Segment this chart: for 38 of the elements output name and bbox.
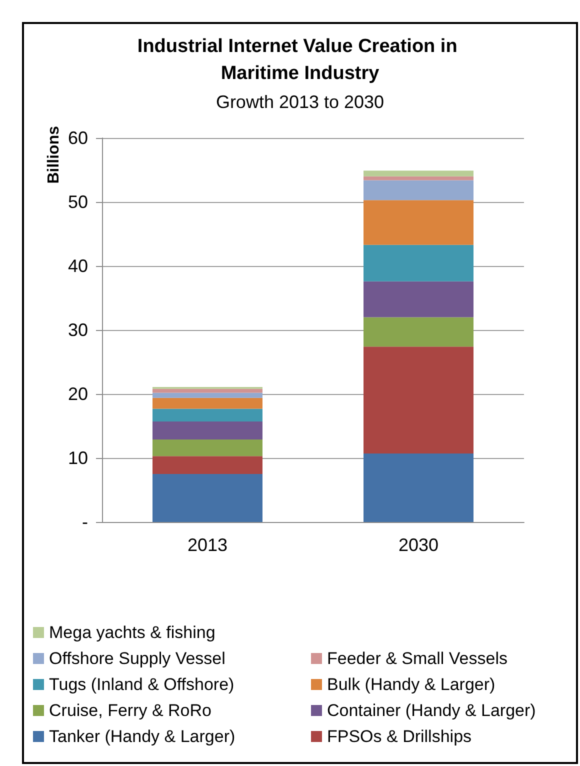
- bar: [364, 281, 474, 318]
- legend-label: Feeder & Small Vessels: [327, 649, 508, 668]
- bar: [152, 408, 262, 422]
- bar: [152, 388, 262, 393]
- legend-label: Cruise, Ferry & RoRo: [49, 701, 212, 720]
- bar: [152, 422, 262, 440]
- bar: [152, 439, 262, 456]
- bar: [364, 346, 474, 454]
- x-tick-label: 2030: [398, 535, 439, 555]
- bar: [364, 244, 474, 282]
- legend-label: Offshore Supply Vessel: [49, 649, 226, 668]
- bar: [152, 456, 262, 474]
- legend-label: Container (Handy & Larger): [327, 701, 536, 720]
- bar: [152, 474, 262, 522]
- y-tick-label: 30: [68, 320, 88, 340]
- y-axis-title: Billions: [46, 126, 62, 184]
- y-tick-label: 50: [68, 192, 88, 212]
- legend-label: FPSOs & Drillships: [327, 727, 472, 746]
- bar: [364, 317, 474, 347]
- legend-label: Bulk (Handy & Larger): [327, 675, 496, 694]
- chart-subtitle: Growth 2013 to 2030: [216, 92, 384, 112]
- y-tick-label: 40: [68, 256, 88, 276]
- bar: [152, 392, 262, 398]
- bar: [364, 170, 474, 176]
- bar: [364, 454, 474, 522]
- x-tick-label: 2013: [187, 535, 228, 555]
- chart-title: Industrial Internet Value Creation in Maritime Industry: [137, 36, 463, 84]
- bar: [152, 398, 262, 409]
- bar: [364, 176, 474, 180]
- legend-label: Tugs (Inland & Offshore): [49, 675, 234, 694]
- y-tick-label: 10: [68, 448, 88, 468]
- y-tick-label: -: [82, 512, 88, 532]
- y-tick-label: 60: [68, 128, 88, 148]
- y-tick-label: 20: [68, 384, 88, 404]
- legend-label: Mega yachts & fishing: [49, 623, 216, 642]
- bar: [364, 200, 474, 245]
- legend-label: Tanker (Handy & Larger): [49, 727, 236, 746]
- bar: [364, 180, 474, 200]
